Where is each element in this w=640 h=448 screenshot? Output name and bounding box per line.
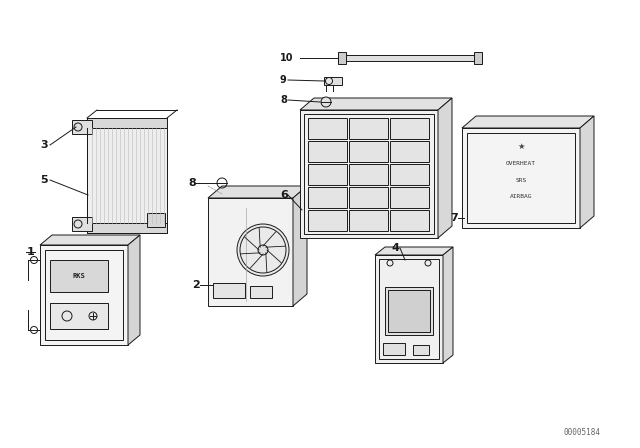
Bar <box>375 255 443 363</box>
Bar <box>349 164 388 185</box>
Bar <box>324 77 342 85</box>
Bar <box>349 118 388 139</box>
Text: 2: 2 <box>192 280 200 290</box>
Text: 8: 8 <box>280 95 287 105</box>
Bar <box>385 287 433 335</box>
Text: ★: ★ <box>517 142 525 151</box>
Text: AIRBAG: AIRBAG <box>509 194 532 198</box>
Bar <box>147 213 165 227</box>
Polygon shape <box>443 247 453 363</box>
Text: OVERHEAT: OVERHEAT <box>506 160 536 165</box>
Bar <box>390 187 429 208</box>
Bar <box>413 345 429 355</box>
Bar <box>304 114 434 234</box>
Text: 5: 5 <box>40 175 47 185</box>
Bar <box>87 118 167 233</box>
Bar <box>308 118 347 139</box>
Text: 3: 3 <box>40 140 47 150</box>
Text: 7: 7 <box>450 213 458 223</box>
Polygon shape <box>438 98 452 238</box>
Bar <box>308 187 347 208</box>
Text: 8: 8 <box>188 178 196 188</box>
Bar <box>87 118 167 128</box>
Text: 1: 1 <box>27 247 35 257</box>
Bar <box>390 210 429 231</box>
Bar <box>379 259 439 359</box>
Bar <box>349 187 388 208</box>
Bar <box>45 250 123 340</box>
Bar <box>388 290 430 332</box>
Text: 6: 6 <box>280 190 288 200</box>
Bar <box>50 260 108 292</box>
Bar <box>349 141 388 162</box>
Bar <box>308 164 347 185</box>
Bar <box>467 133 575 223</box>
Bar <box>208 198 293 306</box>
Text: SRS: SRS <box>515 177 527 182</box>
Bar <box>308 210 347 231</box>
Bar <box>87 223 167 233</box>
Polygon shape <box>208 186 307 198</box>
Bar <box>390 141 429 162</box>
Bar <box>40 245 128 345</box>
Bar <box>338 55 482 61</box>
Polygon shape <box>580 116 594 228</box>
Polygon shape <box>40 235 140 245</box>
Bar <box>300 110 438 238</box>
Bar <box>50 303 108 329</box>
Bar <box>213 283 245 298</box>
Text: 00005184: 00005184 <box>563 427 600 436</box>
Text: 4: 4 <box>392 243 400 253</box>
Bar <box>390 118 429 139</box>
Bar <box>72 217 92 231</box>
Bar <box>338 52 346 64</box>
Bar <box>383 343 405 355</box>
Bar <box>308 141 347 162</box>
Text: 9: 9 <box>280 75 287 85</box>
Bar <box>462 128 580 228</box>
Circle shape <box>237 224 289 276</box>
Polygon shape <box>462 116 594 128</box>
Bar <box>390 164 429 185</box>
Bar <box>474 52 482 64</box>
Bar <box>72 120 92 134</box>
Bar <box>250 286 272 298</box>
Polygon shape <box>300 98 452 110</box>
Circle shape <box>326 78 333 85</box>
Text: RKS: RKS <box>72 273 85 279</box>
Circle shape <box>321 97 331 107</box>
Polygon shape <box>128 235 140 345</box>
Polygon shape <box>293 186 307 306</box>
Polygon shape <box>375 247 453 255</box>
Circle shape <box>258 245 268 255</box>
Bar <box>349 210 388 231</box>
Text: 10: 10 <box>280 53 294 63</box>
